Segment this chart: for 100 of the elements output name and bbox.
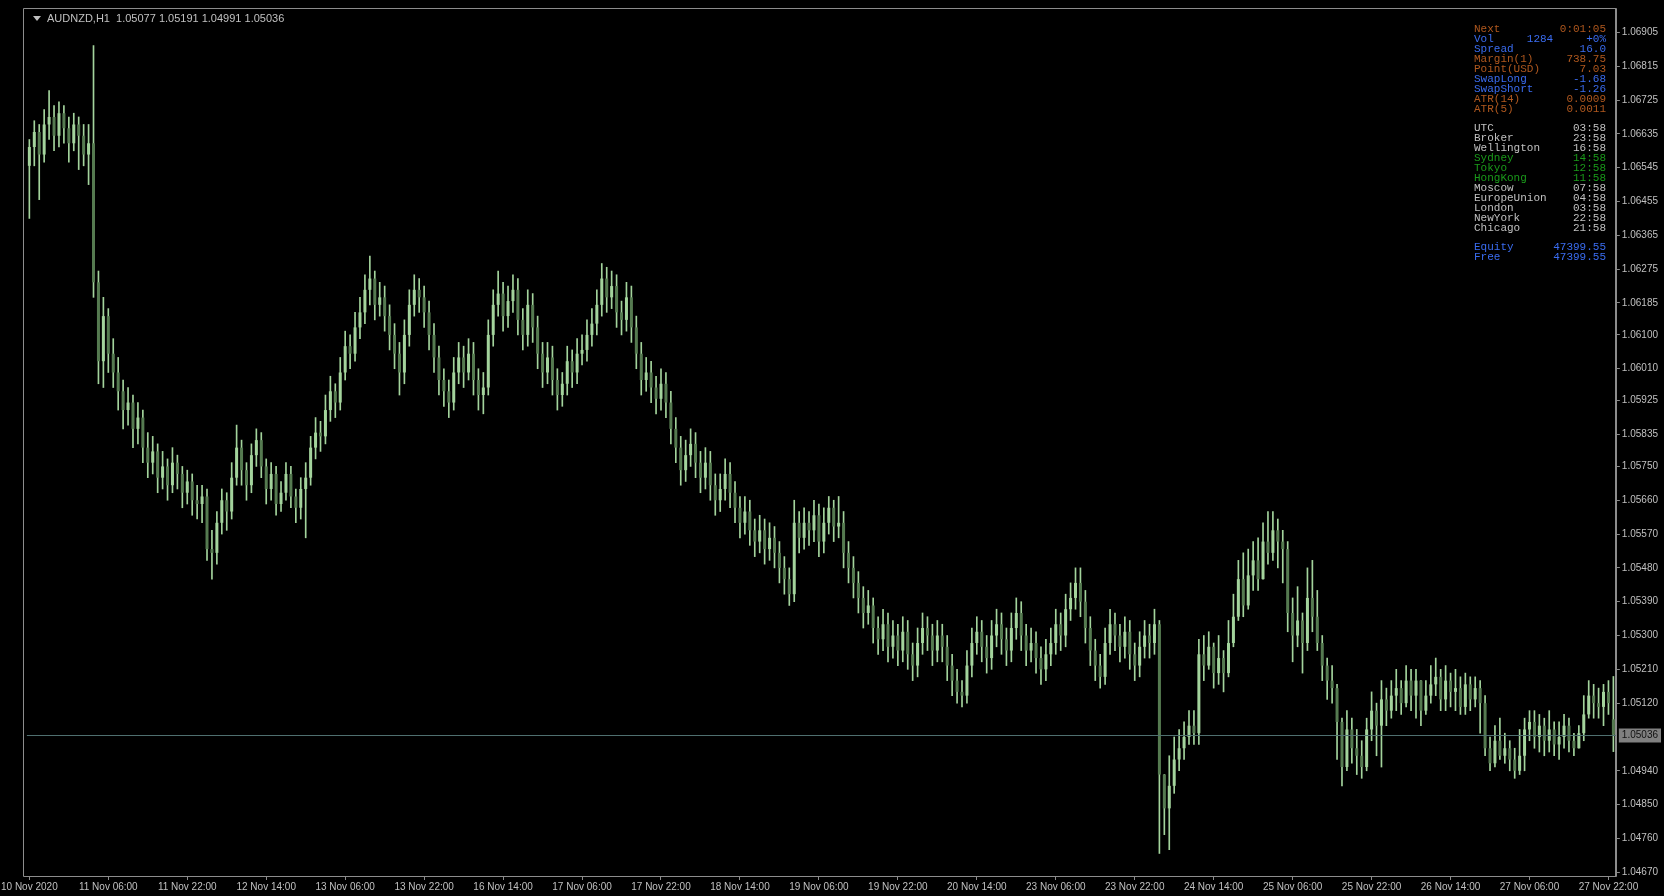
candlestick [1074, 567, 1078, 610]
candlestick [368, 255, 372, 306]
annotation: Point(USD) 7.03 [1474, 63, 1607, 75]
annotation: SwapShort -1.26 [1474, 83, 1607, 95]
candlestick [417, 278, 421, 313]
ref-line-label: 1.05036 [1621, 729, 1659, 741]
candlestick [1557, 721, 1561, 760]
annotation: London 03:58 [1474, 202, 1607, 214]
x-tick-label: 26 Nov 14:00 [1420, 880, 1481, 892]
y-tick-label: 1.05390 [1621, 595, 1659, 607]
candlestick [620, 300, 624, 336]
y-tick-label: 1.04670 [1621, 865, 1659, 877]
x-tick-label: 27 Nov 06:00 [1499, 880, 1560, 892]
x-tick-label: 17 Nov 06:00 [552, 880, 613, 892]
y-tick-label: 1.06275 [1621, 262, 1659, 274]
x-tick-label: 10 Nov 2020 [1, 880, 59, 892]
candlestick [1276, 518, 1280, 569]
candlestick [126, 387, 130, 426]
y-tick-label: 1.05835 [1621, 428, 1659, 440]
y-tick-label: 1.04760 [1621, 832, 1659, 844]
annotation: Vol 1284 +0% [1474, 33, 1607, 45]
y-tick-label: 1.05750 [1621, 460, 1659, 472]
annotation: Equity 47399.55 [1474, 241, 1607, 253]
candlestick [1029, 627, 1033, 663]
candlestick [1330, 665, 1334, 704]
candlestick [1434, 657, 1438, 696]
annotation: ATR(14) 0.0009 [1474, 93, 1607, 105]
candlestick [348, 334, 352, 370]
candlestick [471, 342, 475, 396]
candlestick [1281, 529, 1285, 584]
y-tick-label: 1.04940 [1621, 764, 1659, 776]
y-tick-label: 1.06365 [1621, 229, 1659, 241]
candlestick [1528, 710, 1531, 742]
y-tick-label: 1.06905 [1621, 26, 1659, 38]
candlestick [378, 281, 382, 317]
candlestick [393, 323, 397, 370]
chart-title: AUDNZD,H1 1.05077 1.05191 1.04991 1.05036 [47, 12, 285, 24]
x-tick-label: 27 Nov 22:00 [1578, 880, 1639, 892]
annotation: Wellington 16:58 [1474, 142, 1607, 154]
x-tick-label: 23 Nov 06:00 [1026, 880, 1086, 892]
x-tick-label: 19 Nov 22:00 [868, 880, 929, 892]
x-tick-label: 17 Nov 22:00 [631, 880, 692, 892]
y-tick-label: 1.06545 [1621, 161, 1659, 173]
y-tick-label: 1.06635 [1621, 127, 1659, 139]
x-tick-label: 23 Nov 22:00 [1104, 880, 1165, 892]
candlestick [847, 541, 851, 584]
annotation: Broker 23:58 [1474, 132, 1607, 144]
candlestick [77, 116, 81, 170]
y-tick-label: 1.05300 [1621, 629, 1659, 641]
annotation: NewYork 22:58 [1474, 212, 1607, 224]
candlestick [1602, 684, 1606, 727]
x-tick-label: 20 Nov 14:00 [947, 880, 1007, 892]
y-tick-label: 1.05660 [1621, 493, 1659, 505]
annotation: Tokyo 12:58 [1474, 162, 1607, 174]
candlestick [244, 462, 248, 501]
x-tick-label: 11 Nov 06:00 [78, 880, 139, 892]
candlestick [47, 90, 51, 140]
annotation: Next 0:01:05 [1474, 23, 1607, 35]
annotation: Margin(1) 738.75 [1474, 53, 1607, 65]
x-tick-label: 13 Nov 22:00 [394, 880, 455, 892]
candlestick [195, 484, 199, 520]
annotation: Chicago 21:58 [1474, 222, 1607, 234]
candlestick [1375, 702, 1379, 757]
candlestick [92, 45, 96, 298]
candlestick [772, 526, 776, 569]
x-tick-label: 24 Nov 14:00 [1183, 880, 1244, 892]
y-tick-label: 1.06185 [1621, 296, 1659, 308]
annotation: EuropeUnion 04:58 [1474, 192, 1607, 204]
y-tick-label: 1.06010 [1621, 362, 1659, 374]
candlestick [210, 529, 214, 580]
x-tick-label: 25 Nov 22:00 [1341, 880, 1402, 892]
x-tick-label: 16 Nov 14:00 [473, 880, 534, 892]
candlestick [999, 612, 1003, 655]
x-tick-label: 19 Nov 06:00 [789, 880, 850, 892]
x-tick-label: 13 Nov 06:00 [315, 880, 376, 892]
candlestick [200, 484, 204, 524]
y-tick-label: 1.05210 [1621, 663, 1659, 675]
candlestick [644, 357, 648, 392]
x-tick-label: 12 Nov 14:00 [236, 880, 297, 892]
y-tick-label: 1.05120 [1621, 696, 1659, 708]
y-tick-label: 1.06815 [1621, 59, 1659, 71]
candlestick [580, 334, 584, 366]
x-tick-label: 18 Nov 14:00 [710, 880, 771, 892]
y-tick-label: 1.06455 [1621, 195, 1659, 207]
annotation: SwapLong -1.68 [1474, 73, 1607, 85]
candlestick [546, 342, 549, 385]
candlestick [1226, 620, 1230, 678]
candlestick [807, 511, 811, 546]
y-tick-label: 1.05480 [1621, 561, 1659, 573]
candlestick [866, 590, 870, 625]
annotation: Sydney 14:58 [1474, 152, 1607, 164]
annotation: UTC 03:58 [1474, 122, 1607, 134]
x-tick-label: 25 Nov 06:00 [1262, 880, 1323, 892]
annotation: Spread 16.0 [1474, 43, 1607, 55]
candlestick [1355, 729, 1359, 775]
candlestick [1192, 710, 1196, 745]
y-tick-label: 1.05570 [1621, 527, 1659, 539]
y-tick-label: 1.05925 [1621, 394, 1659, 406]
y-tick-label: 1.06725 [1621, 93, 1659, 105]
candlestick [1394, 669, 1398, 711]
